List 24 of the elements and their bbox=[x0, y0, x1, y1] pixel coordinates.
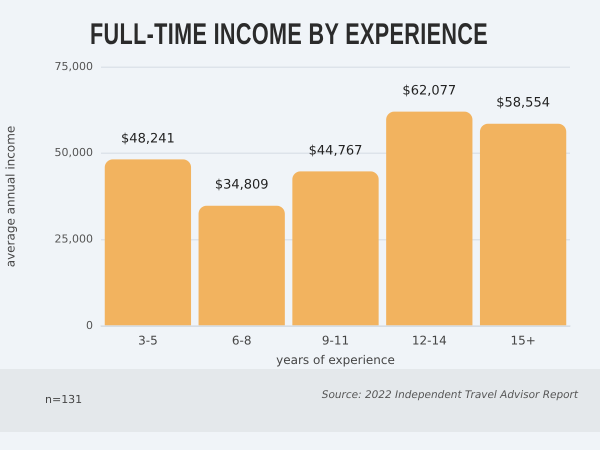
x-tick-label: 3-5 bbox=[138, 333, 158, 348]
y-tick-label: 50,000 bbox=[54, 146, 93, 160]
bar bbox=[480, 124, 566, 326]
source-note: Source: 2022 Independent Travel Advisor Report bbox=[320, 389, 578, 401]
y-axis-title: average annual income bbox=[3, 126, 18, 268]
x-tick-label: 15+ bbox=[510, 333, 536, 348]
data-label: $44,767 bbox=[308, 143, 362, 158]
bar bbox=[198, 206, 285, 326]
bar bbox=[292, 171, 379, 326]
data-label: $58,554 bbox=[496, 96, 550, 111]
bar bbox=[386, 112, 472, 326]
data-label: $34,809 bbox=[214, 178, 269, 193]
text: n=131 bbox=[45, 393, 82, 406]
chart-title: FULL-TIME INCOME BY EXPERIENCE bbox=[90, 18, 488, 52]
data-label: $62,077 bbox=[402, 84, 456, 98]
bar bbox=[104, 159, 192, 326]
x-axis-title: years of experience bbox=[276, 352, 395, 367]
data-label: $48,241 bbox=[121, 131, 175, 146]
x-tick-label: 9-11 bbox=[322, 333, 350, 348]
y-tick-label: 0 bbox=[86, 318, 93, 332]
y-tick-label: 25,000 bbox=[54, 232, 93, 246]
x-tick-label: 12-14 bbox=[412, 333, 447, 348]
y-tick-label: 75,000 bbox=[54, 60, 93, 73]
x-tick-label: 6-8 bbox=[232, 333, 252, 348]
